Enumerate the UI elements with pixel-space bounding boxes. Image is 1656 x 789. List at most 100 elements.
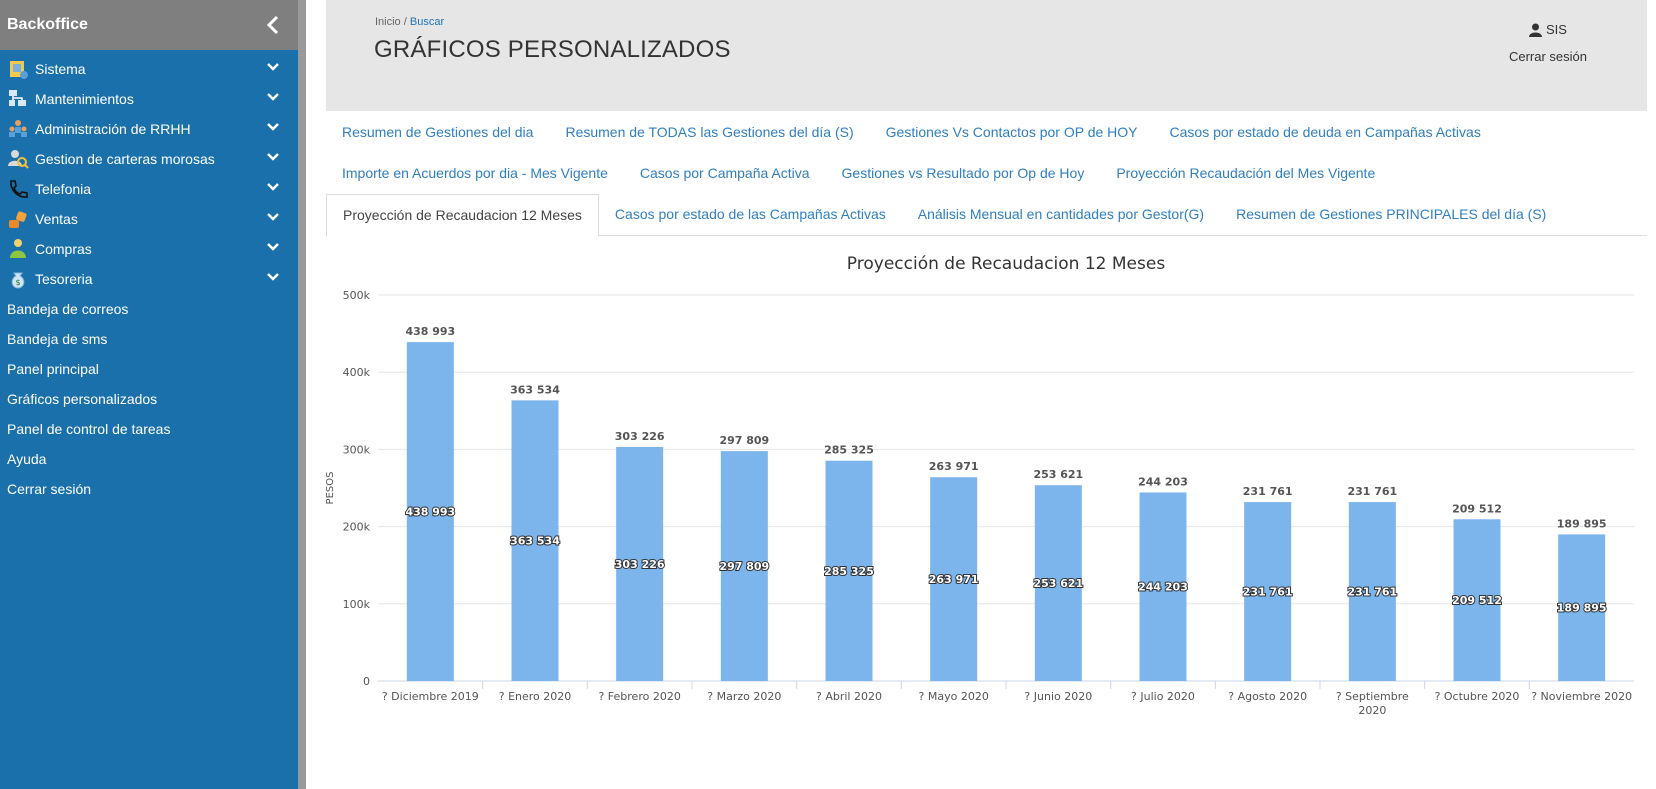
bar-value-label: 297 809	[719, 434, 769, 447]
bar-value-label: 263 971	[929, 460, 979, 473]
x-tick-label: ? Marzo 2020	[707, 690, 781, 703]
bar-inner-label: 363 534	[510, 535, 560, 548]
sidebar-item[interactable]: Panel principal	[0, 354, 298, 384]
sidebar-item[interactable]: Administración de RRHH	[0, 114, 298, 144]
sidebar-item-label: Telefonia	[35, 181, 92, 197]
chevron-down-icon[interactable]	[266, 92, 280, 102]
bar	[1558, 534, 1606, 681]
bar	[616, 446, 664, 681]
breadcrumb-current[interactable]: Buscar	[409, 16, 445, 28]
sidebar-item[interactable]: Ventas	[0, 204, 298, 234]
sidebar-item[interactable]: Compras	[0, 234, 298, 264]
sidebar-menu: Sistema Mantenimientos Administración de R…	[0, 50, 298, 504]
sidebar-item-label: Administración de RRHH	[35, 121, 191, 137]
user-icon	[1529, 23, 1542, 37]
chevron-down-icon[interactable]	[266, 152, 280, 162]
bar-value-label: 438 993	[405, 325, 455, 338]
sidebar-item[interactable]: Panel de control de tareas	[0, 414, 298, 444]
chart-tab[interactable]: Análisis Mensual en cantidades por Gesto…	[917, 205, 1205, 222]
money-bag-icon: $	[11, 272, 25, 289]
bar-value-label: 363 534	[510, 383, 560, 396]
bar-value-label: 303 226	[615, 430, 665, 443]
logout-link[interactable]: Cerrar sesión	[1508, 49, 1587, 64]
chart-tab[interactable]: Importe en Acuerdos por dia - Mes Vigent…	[342, 164, 608, 181]
chevron-left-icon[interactable]	[266, 15, 280, 35]
chevron-down-icon[interactable]	[266, 242, 280, 252]
bar-value-label: 253 621	[1033, 468, 1083, 481]
bar-value-label: 231 761	[1347, 485, 1397, 498]
sidebar-item[interactable]: Telefonia	[0, 174, 298, 204]
chevron-down-icon[interactable]	[266, 62, 280, 72]
x-tick-label: ? Febrero 2020	[598, 690, 680, 703]
chart-tab[interactable]: Resumen de Gestiones del dia	[342, 123, 534, 140]
sidebar-item-label: Mantenimientos	[35, 91, 134, 107]
x-tick-label: ? Diciembre 2019	[382, 690, 479, 703]
sidebar-item-label: Compras	[35, 241, 92, 257]
bar-value-label: 189 895	[1557, 517, 1607, 530]
svg-text:$: $	[15, 278, 20, 287]
y-tick-label: 500k	[343, 289, 371, 302]
people-icon	[9, 120, 27, 137]
bar	[1139, 492, 1187, 681]
bar	[511, 400, 559, 681]
bar-inner-label: 244 203	[1138, 581, 1188, 594]
chart-tab[interactable]: Resumen de Gestiones PRINCIPALES del día…	[1236, 205, 1547, 222]
chart-tab[interactable]: Casos por Campaña Activa	[639, 164, 810, 181]
x-tick-label: ? Junio 2020	[1024, 690, 1092, 703]
chart-tab[interactable]: Casos por estado de deuda en Campañas Ac…	[1169, 123, 1481, 140]
user-box: SIS Cerrar sesión	[1509, 22, 1587, 64]
bar	[1244, 502, 1292, 681]
chart-tab[interactable]: Gestiones Vs Contactos por OP de HOY	[885, 123, 1138, 140]
bar	[720, 451, 768, 681]
sidebar-item-label: Sistema	[35, 61, 86, 77]
sidebar-item[interactable]: Sistema	[0, 54, 298, 84]
y-tick-label: 400k	[343, 366, 371, 379]
system-icon	[10, 61, 28, 79]
chart-tab[interactable]: Casos por estado de las Campañas Activas	[614, 205, 886, 222]
sidebar-item-label: Gestion de carteras morosas	[35, 151, 215, 167]
chevron-down-icon[interactable]	[266, 272, 280, 282]
sitemap-icon	[9, 90, 26, 106]
sidebar-item[interactable]: Bandeja de sms	[0, 324, 298, 354]
bar	[1348, 502, 1396, 681]
bar-value-label: 244 203	[1138, 475, 1188, 488]
sidebar-item[interactable]: Ayuda	[0, 444, 298, 474]
sidebar: Backoffice Sistema Mantenimientos Administ…	[0, 0, 298, 789]
sidebar-item-label: Ventas	[35, 211, 78, 227]
bar-inner-label: 253 621	[1033, 577, 1083, 590]
bar-inner-label: 263 971	[929, 573, 979, 586]
sidebar-item[interactable]: Mantenimientos	[0, 84, 298, 114]
breadcrumb: Inicio / Buscar	[375, 16, 444, 28]
sidebar-item-label: Cerrar sesión	[7, 481, 92, 497]
page-header: Inicio / Buscar GRÁFICOS PERSONALIZADOS …	[326, 0, 1647, 111]
search-user-icon	[8, 150, 29, 169]
bar	[406, 342, 454, 681]
bar-inner-label: 297 809	[719, 560, 769, 573]
chart-tabs: Resumen de Gestiones del dia Resumen de T…	[326, 111, 1647, 237]
chart-tab[interactable]: Proyección Recaudación del Mes Vigente	[1116, 164, 1376, 181]
sidebar-scrollbar[interactable]	[298, 0, 306, 789]
chevron-down-icon[interactable]	[266, 182, 280, 192]
sidebar-item[interactable]: Gestion de carteras morosas	[0, 144, 298, 174]
bar-inner-label: 231 761	[1347, 586, 1397, 599]
x-tick-label: ? Abril 2020	[816, 690, 882, 703]
chart-tab[interactable]: Gestiones vs Resultado por Op de Hoy	[841, 164, 1085, 181]
y-tick-label: 0	[363, 675, 370, 688]
chart-tab[interactable]: Resumen de TODAS las Gestiones del día (…	[565, 123, 854, 140]
tab-row: Importe en Acuerdos por dia - Mes Vigent…	[326, 152, 1647, 193]
chevron-down-icon[interactable]	[266, 122, 280, 132]
chart-tab[interactable]: Proyección de Recaudacion 12 Meses	[326, 193, 599, 237]
bar-inner-label: 209 512	[1452, 594, 1502, 607]
breadcrumb-home[interactable]: Inicio	[375, 16, 401, 28]
user-name[interactable]: SIS	[1546, 22, 1567, 37]
sidebar-item[interactable]: Cerrar sesión	[0, 474, 298, 504]
sidebar-item[interactable]: Bandeja de correos	[0, 294, 298, 324]
sidebar-item-label: Bandeja de sms	[7, 331, 108, 347]
bar	[825, 460, 873, 681]
bar-inner-label: 303 226	[615, 558, 665, 571]
chart-area: Proyección de Recaudacion 12 Meses 0 100k 2…	[326, 240, 1647, 789]
sidebar-item[interactable]: Gráficos personalizados	[0, 384, 298, 414]
chevron-down-icon[interactable]	[266, 212, 280, 222]
sidebar-item[interactable]: $ Tesoreria	[0, 264, 298, 294]
bar-inner-label: 231 761	[1243, 586, 1293, 599]
